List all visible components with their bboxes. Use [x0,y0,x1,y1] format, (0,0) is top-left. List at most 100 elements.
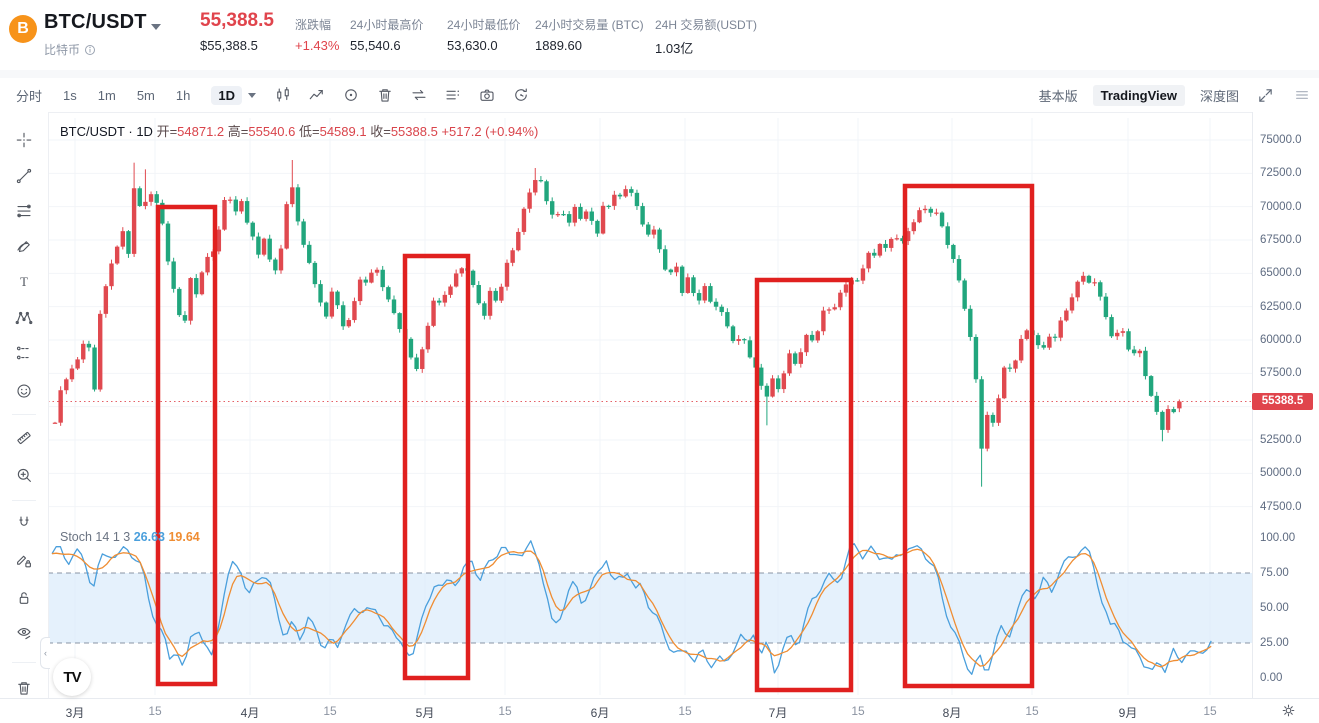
timeframe-minutes[interactable]: 分时 [16,88,43,104]
svg-text:T: T [20,275,28,289]
tab-depth[interactable]: 深度图 [1199,88,1239,104]
btc-logo-icon: B [9,15,37,43]
time-tick: 3月 [65,706,85,720]
timeframe-1h[interactable]: 1h [175,87,191,103]
last-price: 55,388.5 [200,10,274,31]
legend-key-0: 开= [156,124,178,139]
zoom-in-tool-icon[interactable] [0,460,48,490]
legend-change: +517.2 (+0.94%) [441,124,539,139]
list-lines-icon[interactable] [442,84,464,106]
remove-drawings-tool-icon[interactable] [0,673,48,703]
time-tick: 8月 [942,706,962,720]
emoji-tool-icon[interactable] [0,376,48,406]
price-tick: 67500.0 [1260,234,1302,246]
annotation-box-4 [902,183,1035,689]
annotation-box-1 [155,204,218,687]
draw-lock-tool-icon[interactable] [0,545,48,575]
price-tick: 47500.0 [1260,500,1302,513]
stoch-tick: 100.00 [1260,532,1296,544]
legend-value-2: 54589.1 [319,124,367,139]
trash-icon[interactable] [374,84,396,106]
time-tick: 4月 [240,706,260,720]
chart-settings-gear-icon[interactable] [1280,702,1297,723]
timeframe-1d[interactable]: 1D [211,85,242,105]
tradingview-logo[interactable]: TV [53,658,91,696]
stoch-k-value: 26.63 [133,530,165,544]
hide-drawings-tool-icon[interactable] [0,618,48,648]
time-tick: 6月 [590,706,610,720]
ruler-tool-icon[interactable] [0,423,48,453]
timeframe-1m[interactable]: 1m [97,87,116,103]
time-tick: 15 [323,704,337,718]
time-tick: 7月 [768,706,788,720]
time-tick: 9月 [1118,706,1138,720]
symbol-dropdown-caret-icon[interactable] [151,24,161,30]
stoch-d-value: 19.64 [168,530,200,544]
annotation-box-2 [402,253,471,681]
legend-value-1: 55540.6 [248,124,296,139]
legend-key-1: 高= [224,124,249,139]
price-tick: 60000.0 [1260,334,1302,346]
camera-icon[interactable] [476,84,498,106]
stoch-title: Stoch 14 1 3 [60,530,131,544]
magnet-tool-icon[interactable] [0,508,48,538]
price-tick: 50000.0 [1260,467,1302,480]
last-price-badge: 55388.5 [1252,392,1313,410]
time-axis[interactable]: 3月 15 4月 15 5月 15 6月 15 7月 15 8月 15 9月 15 [0,698,1319,723]
legend-value-0: 54871.2 [177,124,225,139]
drawing-toolbar: T [0,112,49,698]
time-tick: 15 [498,704,512,718]
stoch-tick: 75.00 [1260,567,1289,579]
time-tick: 15 [1203,704,1217,718]
stoch-legend: Stoch 14 1 3 26.63 19.64 [60,530,200,544]
refresh-clock-icon[interactable] [510,84,532,106]
price-tick: 75000.0 [1260,134,1302,146]
trend-line-tool-icon[interactable] [0,161,48,191]
text-tool-icon[interactable]: T [0,267,48,297]
toolbar-icons [272,84,532,106]
price-tick: 72500.0 [1260,167,1302,180]
swap-arrows-icon[interactable] [408,84,430,106]
stoch-tick: 0.00 [1260,672,1283,684]
header-divider [0,70,1319,78]
price-tick: 70000.0 [1260,200,1302,213]
last-price-usd: $55,388.5 [200,38,258,53]
stoch-tick: 25.00 [1260,637,1289,649]
time-tick: 5月 [415,706,435,720]
price-tick: 57500.0 [1260,367,1302,380]
symbol-name-cn: 比特币 [44,43,81,57]
brush-tool-icon[interactable] [0,232,48,262]
chart-toolbar: 分时 1s 1m 5m 1h 1D 基本版 TradingView 深度图 [0,78,1319,113]
time-tick: 15 [1025,704,1039,718]
fullscreen-icon[interactable] [1254,84,1276,106]
price-tick: 62500.0 [1260,300,1302,313]
menu-icon[interactable] [1291,84,1313,106]
toolbar-divider [12,662,36,663]
price-tick: 65000.0 [1260,267,1302,280]
crosshair-tool-icon[interactable] [0,125,48,155]
candles-icon[interactable] [272,84,294,106]
timeframe-1s[interactable]: 1s [63,87,77,103]
price-tick: 52500.0 [1260,434,1302,446]
stoch-tick: 50.00 [1260,602,1289,614]
tab-tradingview[interactable]: TradingView [1092,84,1185,106]
legend-value-3: 55388.5 [390,124,438,139]
collapse-panel-handle[interactable]: ‹ [40,637,50,669]
timeframe-group: 分时 1s 1m 5m 1h 1D [16,85,242,105]
lock-tool-icon[interactable] [0,583,48,613]
circle-dot-icon[interactable] [340,84,362,106]
line-chart-arrow-icon[interactable] [306,84,328,106]
fib-lines-tool-icon[interactable] [0,196,48,226]
info-icon[interactable] [84,44,96,56]
timeframe-more-caret-icon[interactable] [247,92,256,98]
time-tick: 15 [148,704,162,718]
legend-key-2: 低= [295,124,320,139]
tab-basic[interactable]: 基本版 [1038,88,1078,104]
timeframe-5m[interactable]: 5m [136,87,155,103]
forecast-tool-icon[interactable] [0,338,48,368]
symbol-title[interactable]: BTC/USDT [44,11,147,33]
xabcd-pattern-tool-icon[interactable] [0,303,48,333]
toolbar-divider [12,414,36,415]
header: B BTC/USDT 比特币 55,388.5 $55,388.5 涨跌幅 +1.… [0,0,1319,70]
